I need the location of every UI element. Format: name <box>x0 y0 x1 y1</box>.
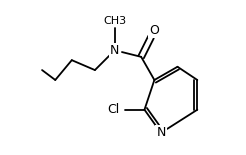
Text: N: N <box>110 44 119 57</box>
Text: Cl: Cl <box>108 103 120 116</box>
Text: O: O <box>150 24 159 37</box>
Text: CH3: CH3 <box>103 16 126 26</box>
Text: N: N <box>156 126 166 139</box>
